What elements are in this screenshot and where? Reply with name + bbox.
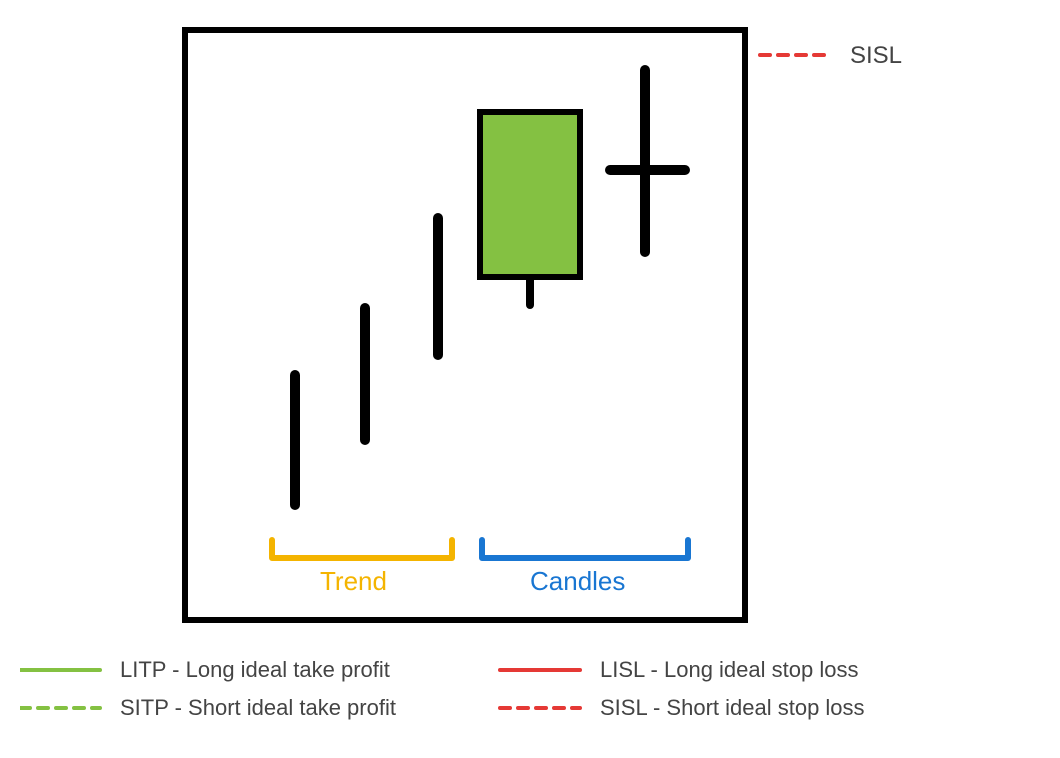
bracket-label-candles: Candles	[530, 566, 625, 596]
legend-label-1: LISL - Long ideal stop loss	[600, 657, 858, 682]
sisl-label: SISL	[850, 42, 902, 69]
diagram-container: SISL Trend Candles LITP - Long ideal take p…	[20, 20, 1040, 738]
candlestick-diagram: SISL Trend Candles LITP - Long ideal take p…	[20, 20, 1040, 738]
chart-frame	[185, 30, 745, 620]
bullish-candle-body	[480, 112, 580, 277]
legend-label-2: SITP - Short ideal take profit	[120, 695, 396, 720]
legend-label-3: SISL - Short ideal stop loss	[600, 695, 865, 720]
bracket-label-trend: Trend	[320, 566, 387, 596]
legend-label-0: LITP - Long ideal take profit	[120, 657, 390, 682]
